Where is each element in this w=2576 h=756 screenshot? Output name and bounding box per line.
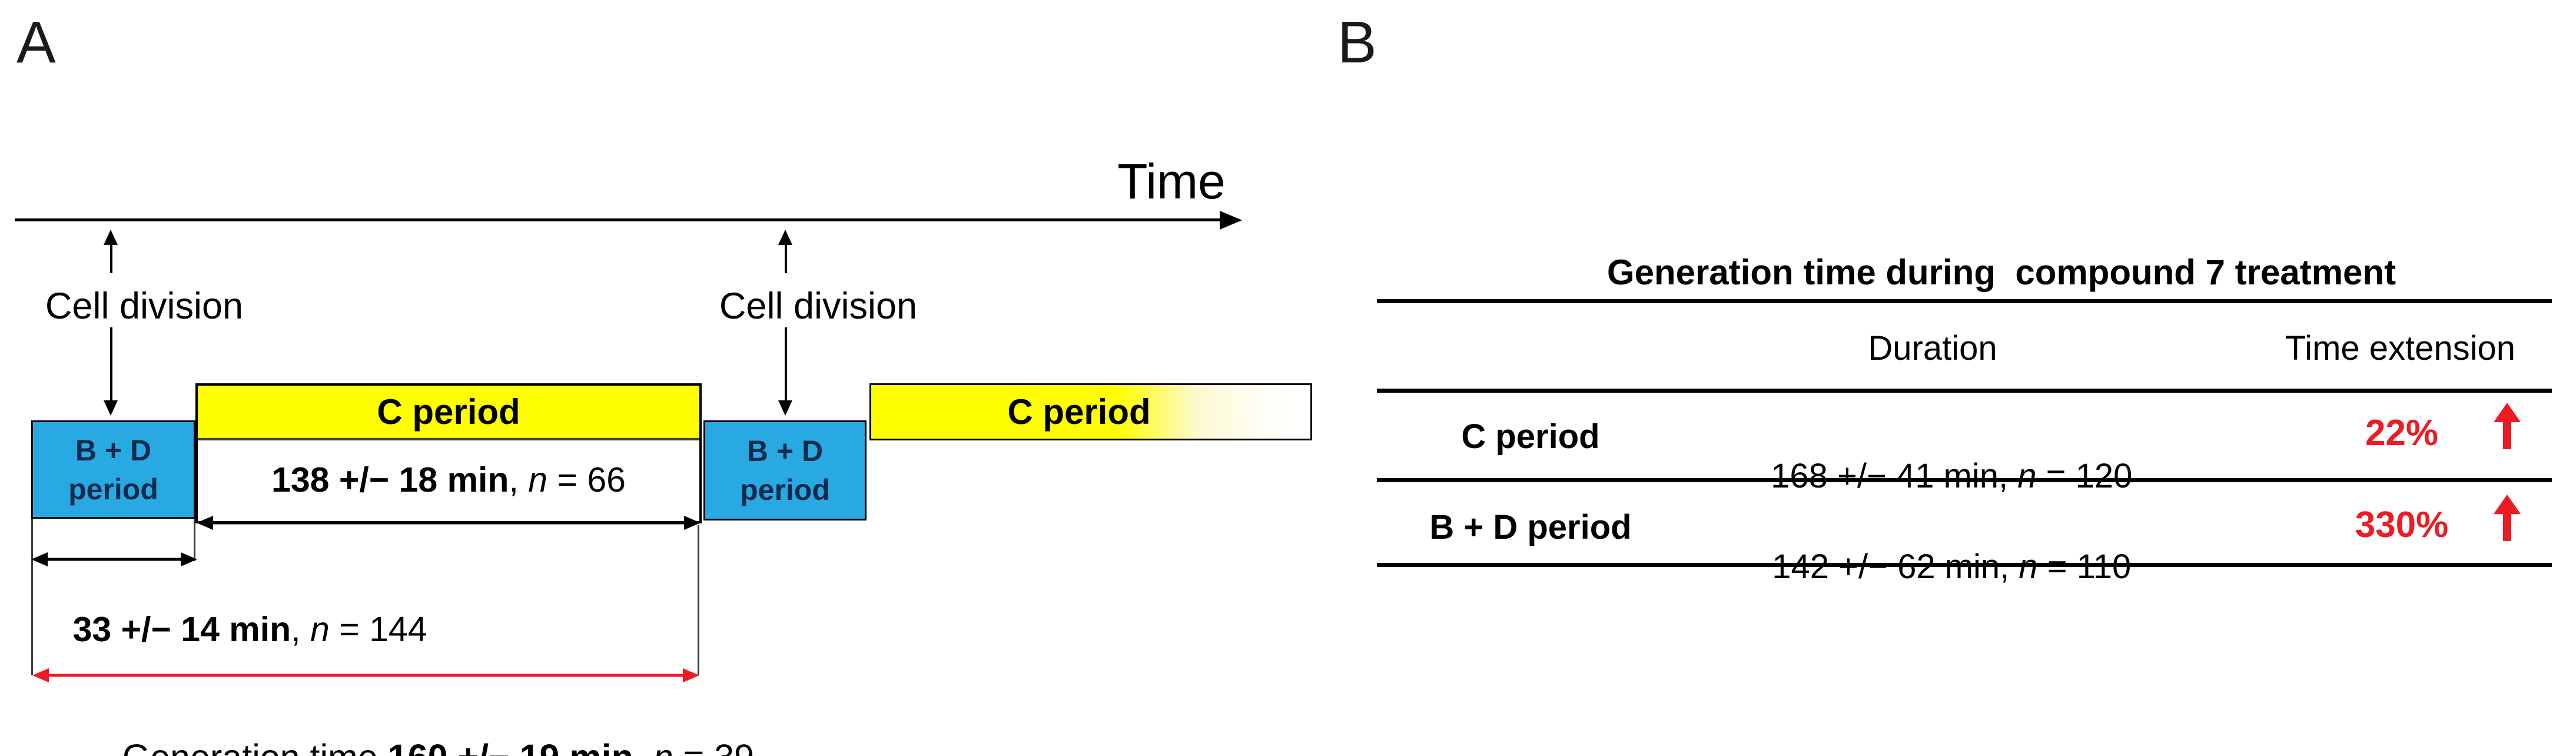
down-arrow-icon	[104, 400, 118, 416]
timeline-axis	[15, 218, 1223, 221]
up-arrow-shaft	[110, 243, 112, 273]
arrowhead-right-icon	[683, 668, 699, 682]
bd-period-box-1: B + D period	[31, 420, 195, 519]
c-period-label-2: C period	[1007, 392, 1151, 432]
table-row-2-extension: 330%	[2355, 505, 2449, 545]
connector-line-c-right	[698, 525, 699, 675]
up-arrow-shaft	[785, 243, 787, 273]
generation-prefix: Generation time	[122, 737, 388, 756]
panel-b-label: B	[1337, 9, 1377, 75]
table-rule-top	[1377, 299, 2552, 303]
arrow-shaft	[202, 521, 695, 525]
bd-duration-sep: ,	[291, 609, 310, 649]
bd-box-label-line1: B + D	[75, 433, 152, 467]
increase-up-arrow-icon	[2494, 403, 2521, 449]
generation-sep: ,	[633, 737, 653, 756]
time-axis-label: Time	[1117, 154, 1226, 209]
table-rule-header	[1377, 389, 2552, 393]
c-duration-value: 138 +/− 18 min	[271, 460, 509, 499]
c-period-band-1: C period	[198, 386, 699, 440]
table-row-1-name: C period	[1461, 417, 1600, 456]
bd-span-arrow	[31, 550, 197, 569]
table-row-1-duration: 168 +/− 41 min, n = 120	[1684, 417, 2182, 535]
down-arrow-icon	[778, 400, 792, 416]
column-header-extension: Time extension	[2285, 329, 2516, 367]
cell-division-label-2: Cell division	[719, 286, 918, 327]
table-rule-middle	[1377, 478, 2552, 482]
bd-duration-n: n	[310, 609, 330, 649]
row-1-duration-value: 168 +/− 41 min,	[1771, 457, 2018, 495]
bd-duration-value: 33 +/− 14 min	[72, 609, 291, 649]
timeline-arrowhead-icon	[1220, 211, 1242, 230]
connector-line-bd-right	[194, 519, 195, 561]
bd-box-label-line2: period	[740, 473, 830, 506]
c-duration-count: = 66	[547, 460, 626, 499]
c-span-arrow	[197, 513, 701, 532]
down-arrow-shaft	[110, 327, 112, 403]
row-1-duration-n: n	[2017, 457, 2037, 495]
connector-line-left	[31, 519, 33, 675]
row-1-duration-count: = 120	[2036, 457, 2133, 495]
c-period-label-1: C period	[377, 392, 520, 432]
column-header-duration: Duration	[1868, 329, 1997, 367]
bd-box-label-line1: B + D	[746, 435, 824, 467]
c-period-duration-1: 138 +/− 18 min, n = 66	[198, 440, 699, 519]
down-arrow-shaft	[785, 327, 787, 403]
up-arrow-icon	[104, 230, 118, 245]
arrow-shaft	[38, 674, 694, 677]
c-period-box-2: C period	[869, 383, 1312, 440]
arrowhead-right-icon	[181, 552, 197, 566]
arrow-shaft	[36, 558, 192, 561]
generation-n: n	[653, 737, 673, 756]
c-duration-n: n	[528, 460, 548, 499]
generation-value: 160 +/− 19 min	[388, 737, 633, 756]
table-rule-bottom	[1377, 563, 2552, 567]
generation-count: = 39	[673, 737, 754, 756]
table-row-2-name: B + D period	[1429, 508, 1632, 546]
bd-duration-count: = 144	[329, 609, 427, 649]
cell-division-label-1: Cell division	[45, 286, 244, 327]
panel-a-label: A	[16, 9, 56, 75]
table-row-1-extension: 22%	[2365, 413, 2439, 453]
bd-duration-text: 33 +/− 14 min, n = 144	[34, 572, 427, 687]
increase-up-arrow-icon	[2494, 495, 2521, 541]
c-duration-sep: ,	[509, 460, 529, 499]
c-period-box-1: C period 138 +/− 18 min, n = 66	[195, 383, 702, 523]
up-arrow-icon	[778, 230, 792, 245]
generation-span-arrow	[32, 666, 699, 685]
bd-period-box-2: B + D period	[703, 420, 867, 520]
table-title: Generation time during compound 7 treatm…	[1606, 253, 2396, 292]
bd-box-label-line2: period	[68, 472, 158, 506]
generation-time-text: Generation time 160 +/− 19 min, n = 39	[82, 698, 754, 756]
